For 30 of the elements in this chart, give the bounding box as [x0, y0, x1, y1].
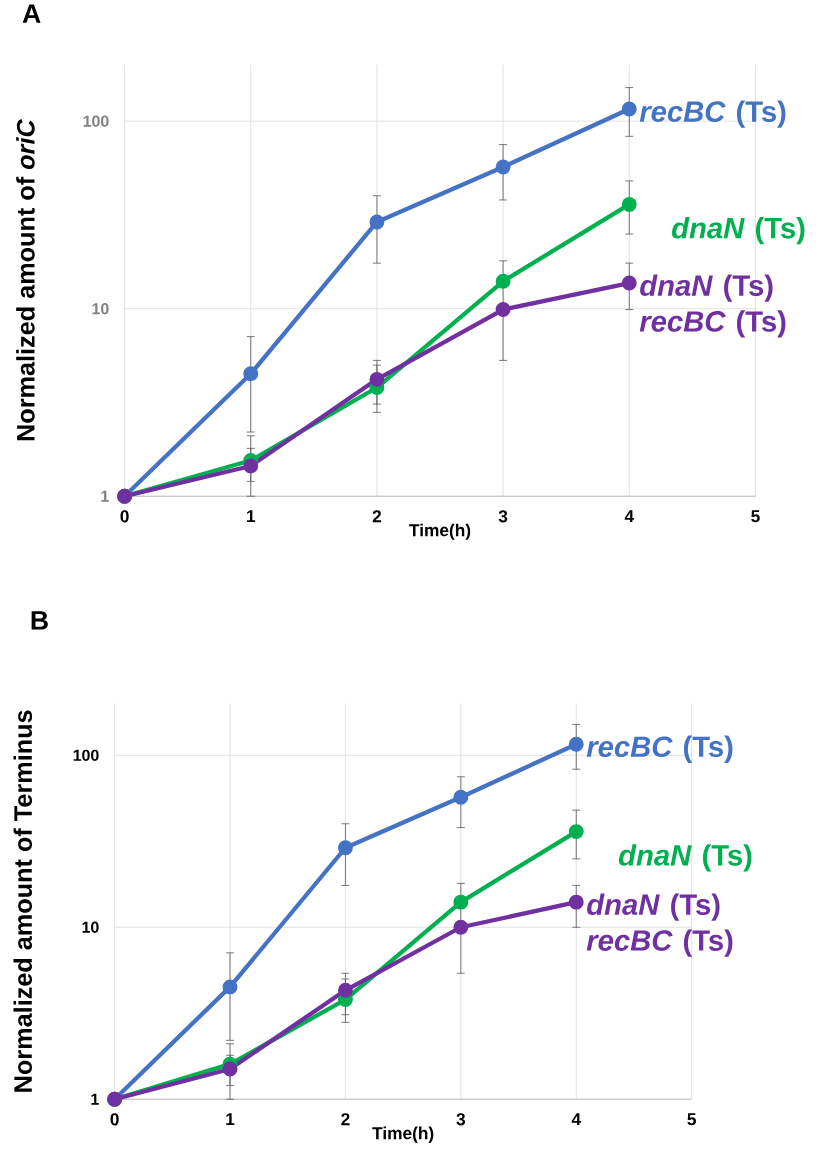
chart-title: A	[22, 4, 41, 23]
x-tick-label: 5	[751, 510, 760, 523]
y-axis-title: Normalized amount of Terminus	[13, 710, 32, 1092]
y-tick-label: 1	[101, 490, 109, 502]
series-label: dnaN (Ts)	[618, 844, 752, 872]
series-label: recBC (Ts)	[586, 735, 733, 763]
x-tick-label: 2	[372, 510, 381, 523]
x-tick-label: 1	[226, 1113, 235, 1126]
y-tick-label: 1	[91, 1093, 99, 1105]
series-label: dnaN (Ts) recBC (Ts)	[639, 274, 786, 338]
x-axis-title: Time(h)	[372, 1126, 434, 1143]
series-label: dnaN (Ts)	[671, 217, 805, 245]
y-tick-label: 100	[83, 115, 109, 127]
x-tick-label: 0	[110, 1113, 119, 1126]
x-tick-label: 4	[571, 1113, 581, 1126]
x-axis-title: Time(h)	[409, 523, 471, 540]
y-tick-label: 10	[92, 303, 109, 315]
x-tick-label: 4	[624, 510, 634, 523]
x-tick-label: 5	[687, 1113, 696, 1126]
series-label: dnaN (Ts) recBC (Ts)	[586, 893, 733, 957]
x-tick-label: 3	[456, 1113, 465, 1126]
x-tick-label: 3	[498, 510, 508, 523]
y-axis-title: Normalized amount of oriC	[16, 119, 35, 441]
y-tick-label: 100	[73, 749, 99, 761]
x-tick-label: 1	[246, 510, 255, 523]
x-tick-label: 2	[341, 1113, 350, 1126]
chart-title: B	[31, 611, 48, 630]
series-label: recBC (Ts)	[639, 100, 786, 128]
x-tick-label: 0	[120, 510, 129, 523]
y-tick-label: 10	[82, 921, 99, 933]
